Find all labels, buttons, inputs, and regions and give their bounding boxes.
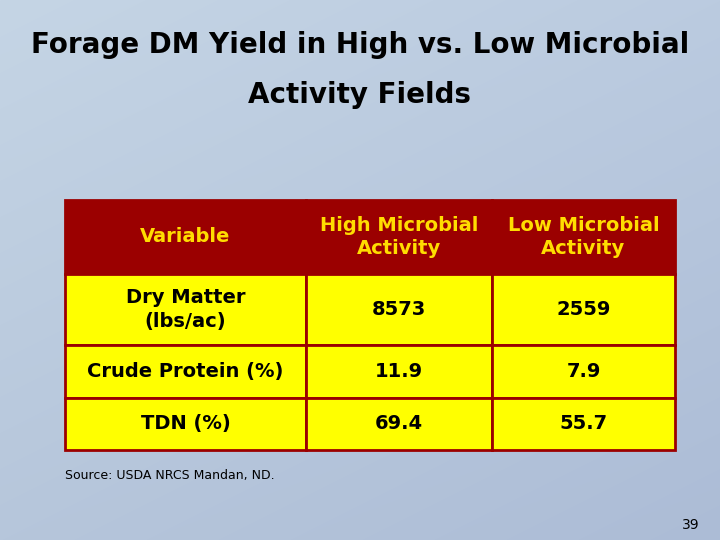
Text: Dry Matter
(lbs/ac): Dry Matter (lbs/ac): [126, 288, 246, 330]
Bar: [306, 200, 492, 274]
Text: 55.7: 55.7: [559, 414, 608, 433]
Text: 8573: 8573: [372, 300, 426, 319]
Bar: [492, 274, 675, 345]
Bar: [492, 200, 675, 274]
Text: Crude Protein (%): Crude Protein (%): [87, 362, 284, 381]
Bar: [65, 200, 306, 274]
Text: TDN (%): TDN (%): [140, 414, 230, 433]
Bar: [65, 397, 306, 450]
Bar: [65, 345, 306, 397]
Text: Forage DM Yield in High vs. Low Microbial: Forage DM Yield in High vs. Low Microbia…: [31, 31, 689, 59]
Text: 39: 39: [683, 518, 700, 532]
Text: Low Microbial
Activity: Low Microbial Activity: [508, 215, 660, 258]
Text: Variable: Variable: [140, 227, 230, 246]
Text: High Microbial
Activity: High Microbial Activity: [320, 215, 478, 258]
Bar: [492, 345, 675, 397]
Bar: [306, 274, 492, 345]
Bar: [492, 397, 675, 450]
Bar: [306, 397, 492, 450]
Bar: [65, 274, 306, 345]
Text: Activity Fields: Activity Fields: [248, 81, 472, 109]
Text: Source: USDA NRCS Mandan, ND.: Source: USDA NRCS Mandan, ND.: [65, 469, 274, 482]
Text: 11.9: 11.9: [375, 362, 423, 381]
Text: 2559: 2559: [557, 300, 611, 319]
Bar: [306, 345, 492, 397]
Text: 7.9: 7.9: [567, 362, 600, 381]
Text: 69.4: 69.4: [375, 414, 423, 433]
